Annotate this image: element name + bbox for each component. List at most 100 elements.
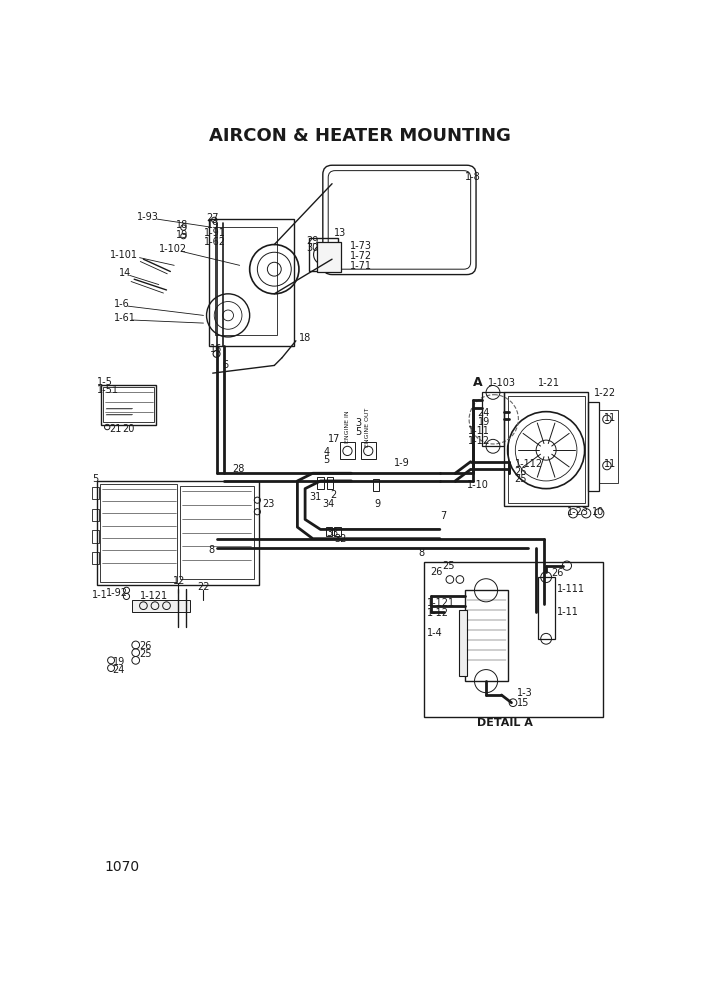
Text: 26: 26 xyxy=(140,642,152,652)
Text: 19: 19 xyxy=(477,417,490,427)
Text: 20: 20 xyxy=(123,424,135,434)
Text: 22: 22 xyxy=(197,582,210,592)
Bar xyxy=(373,479,379,491)
Text: 31: 31 xyxy=(309,492,322,502)
Text: 5: 5 xyxy=(92,474,98,484)
Text: 34: 34 xyxy=(322,499,334,509)
Bar xyxy=(317,477,324,489)
Bar xyxy=(538,577,555,639)
Text: 11: 11 xyxy=(604,413,616,423)
Text: 8: 8 xyxy=(209,546,215,556)
Bar xyxy=(215,227,277,334)
Text: 9: 9 xyxy=(374,499,380,509)
Bar xyxy=(132,600,190,612)
Text: 1-102: 1-102 xyxy=(159,244,187,254)
Text: 23: 23 xyxy=(262,499,274,509)
Text: 26: 26 xyxy=(515,466,527,477)
Text: 1070: 1070 xyxy=(105,860,140,875)
Text: 1-73: 1-73 xyxy=(350,241,372,251)
Bar xyxy=(92,530,99,543)
Text: 1-1: 1-1 xyxy=(92,590,107,600)
Text: 1-10: 1-10 xyxy=(467,480,489,490)
Text: 1-12: 1-12 xyxy=(427,608,449,618)
Text: 2: 2 xyxy=(331,490,337,500)
Text: 24: 24 xyxy=(112,665,125,675)
Text: 1-111: 1-111 xyxy=(557,583,585,594)
Bar xyxy=(101,385,157,425)
Bar xyxy=(459,610,467,676)
Bar xyxy=(326,527,332,537)
Text: ENGINE OUT: ENGINE OUT xyxy=(365,408,370,446)
Text: 24: 24 xyxy=(477,408,490,419)
Text: 1-21: 1-21 xyxy=(538,378,559,388)
Text: A: A xyxy=(473,376,482,389)
Text: 1-92: 1-92 xyxy=(107,587,128,597)
Text: 3: 3 xyxy=(355,419,362,429)
Bar xyxy=(309,238,338,271)
Text: 1-12: 1-12 xyxy=(468,435,490,445)
Text: 1-4: 1-4 xyxy=(427,628,442,639)
Text: 1-112: 1-112 xyxy=(515,459,543,469)
Text: 1-51: 1-51 xyxy=(97,385,119,395)
Text: 25: 25 xyxy=(442,560,455,570)
Text: 12: 12 xyxy=(173,576,185,586)
Text: 18: 18 xyxy=(176,220,188,230)
Text: 6: 6 xyxy=(222,360,228,370)
Bar xyxy=(92,552,99,564)
Text: 15: 15 xyxy=(517,697,529,707)
Text: 5: 5 xyxy=(324,455,330,465)
Text: 32: 32 xyxy=(334,535,347,545)
Text: 1-121: 1-121 xyxy=(140,591,168,601)
Text: 1-6: 1-6 xyxy=(114,299,130,309)
Text: 19: 19 xyxy=(206,220,219,230)
Text: 28: 28 xyxy=(232,464,244,474)
Bar xyxy=(465,590,508,682)
Text: 16: 16 xyxy=(211,343,223,353)
Text: 1-5: 1-5 xyxy=(97,377,113,388)
Text: 33: 33 xyxy=(326,528,338,538)
Text: AIRCON & HEATER MOUNTING: AIRCON & HEATER MOUNTING xyxy=(208,127,511,145)
Bar xyxy=(317,242,340,272)
Text: 1-62: 1-62 xyxy=(204,237,225,247)
Text: 26: 26 xyxy=(552,568,564,578)
Text: 7: 7 xyxy=(440,511,446,521)
Text: 1-3: 1-3 xyxy=(517,687,533,697)
Bar xyxy=(361,442,376,459)
Text: 27: 27 xyxy=(206,212,219,222)
Text: 17: 17 xyxy=(329,434,340,444)
Bar xyxy=(92,509,99,521)
Text: 5: 5 xyxy=(355,428,362,437)
Text: 1-11: 1-11 xyxy=(468,426,490,435)
Text: 13: 13 xyxy=(334,228,347,238)
Bar xyxy=(209,219,293,346)
Text: 1-121: 1-121 xyxy=(427,597,455,607)
Text: 14: 14 xyxy=(119,268,131,278)
Text: 19: 19 xyxy=(176,229,188,239)
Bar xyxy=(103,387,154,423)
Text: 1-9: 1-9 xyxy=(394,458,409,468)
Text: 11: 11 xyxy=(604,459,616,469)
Text: DETAIL A: DETAIL A xyxy=(477,718,533,728)
Text: 18: 18 xyxy=(299,333,311,343)
Text: 25: 25 xyxy=(515,474,527,484)
Text: 1-11: 1-11 xyxy=(557,607,578,617)
Text: 30: 30 xyxy=(307,243,319,253)
Text: 8: 8 xyxy=(418,548,425,558)
Text: 1-22: 1-22 xyxy=(594,388,616,398)
Text: 1-101: 1-101 xyxy=(110,250,138,260)
Bar xyxy=(482,393,504,446)
Text: 29: 29 xyxy=(307,236,319,246)
Bar xyxy=(326,477,333,489)
Bar xyxy=(504,393,588,506)
Text: 1-93: 1-93 xyxy=(138,212,159,222)
Bar xyxy=(92,487,99,499)
Bar xyxy=(588,403,600,491)
Circle shape xyxy=(213,350,220,357)
Text: 21: 21 xyxy=(109,424,121,434)
Text: 4: 4 xyxy=(324,446,330,456)
Text: 25: 25 xyxy=(140,649,152,660)
Text: 1-8: 1-8 xyxy=(465,172,480,182)
Text: 1-71: 1-71 xyxy=(350,261,372,271)
Text: 10: 10 xyxy=(592,507,604,517)
Text: 1-103: 1-103 xyxy=(488,378,515,388)
